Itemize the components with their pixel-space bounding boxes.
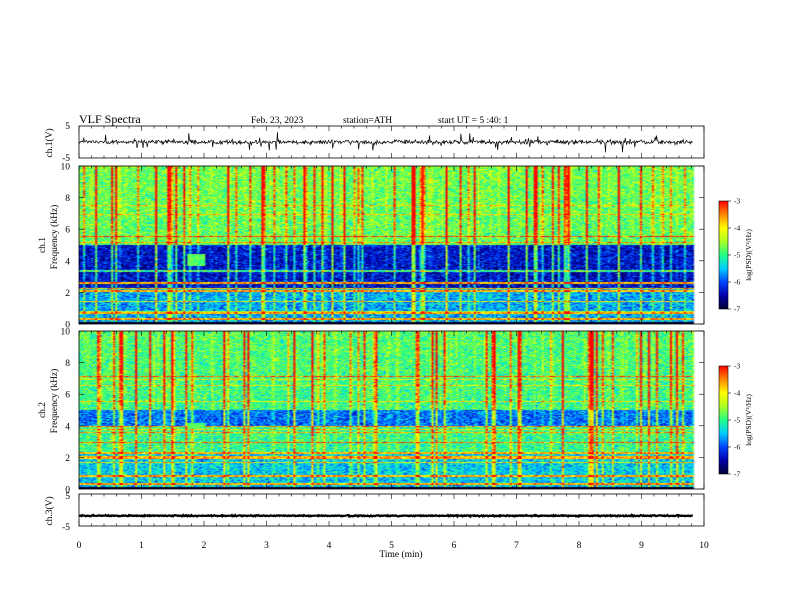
colorbar-tick-label: -5 — [734, 251, 740, 260]
y-tick-label: 4 — [65, 422, 70, 432]
x-tick-label: 7 — [514, 541, 519, 551]
x-tick-label: 1 — [139, 541, 144, 551]
y-tick-label: 4 — [65, 257, 70, 267]
ch3-waveform-panel: 5 -5 ch.3(V) — [44, 492, 705, 533]
y-tick-label: 0 — [65, 321, 70, 331]
ch1-ytick-bottom: -5 — [62, 154, 70, 164]
colorbar-tick-label: -4 — [734, 389, 740, 398]
ch3-ytick-top: 5 — [65, 492, 70, 502]
colorbar-tick-label: -7 — [734, 470, 740, 479]
ch2-spectrogram-xticks — [78, 331, 705, 489]
ch1-waveform-panel: 5 -5 ch.1(V) — [44, 122, 705, 164]
ch3-waveform-xticks — [78, 494, 705, 526]
ch2-colorbar-bar — [718, 365, 729, 475]
x-tick-label: 5 — [389, 541, 394, 551]
colorbar-tick-label: -6 — [734, 278, 740, 287]
ch1-colorbar-label: log(PSD)(V²/Hz) — [744, 229, 753, 281]
x-tick-label: 3 — [264, 541, 269, 551]
colorbar-tick-label: -3 — [734, 197, 740, 206]
ch1-waveform-trace — [78, 132, 693, 153]
y-tick-label: 6 — [65, 391, 70, 401]
start-time-label: start UT = 5 :40: 1 — [438, 116, 509, 126]
ch2-colorbar-ticks: -3 -4 -5 -6 -7 — [728, 362, 740, 479]
x-tick-label: 2 — [202, 541, 207, 551]
ch1-ytick-top: 5 — [65, 122, 70, 132]
ch1-spectrogram-panel: 0 2 4 6 8 10 ch.1 Frequency (kHz) — [38, 163, 705, 331]
ch2-colorbar-label: log(PSD)(V²/Hz) — [744, 394, 753, 446]
ch1-spectrogram-image — [79, 166, 704, 324]
ch1-frequency-label: Frequency (kHz) — [49, 205, 60, 270]
ch1-colorbar-ticks: -3 -4 -5 -6 -7 — [728, 197, 740, 314]
ch3-ytick-bottom: -5 — [62, 523, 70, 533]
ch2-frequency-label: Frequency (kHz) — [49, 369, 60, 434]
station-label: station=ATH — [343, 116, 392, 126]
colorbar-tick-label: -3 — [734, 362, 740, 371]
y-tick-label: 0 — [65, 486, 70, 496]
colorbar-tick-label: -4 — [734, 224, 740, 233]
ch1-colorbar: -3 -4 -5 -6 -7 log(PSD)(V²/Hz) — [718, 197, 753, 314]
ch1-spectrogram-yticks: 0 2 4 6 8 10 — [61, 163, 704, 331]
time-axis: 0 1 2 3 4 5 6 7 8 9 10 — [77, 541, 709, 551]
y-tick-label: 2 — [65, 454, 70, 464]
colorbar-tick-label: -6 — [734, 443, 740, 452]
x-tick-label: 10 — [699, 541, 709, 551]
ch3-ylabel: ch.3(V) — [44, 496, 55, 525]
x-tick-label: 9 — [639, 541, 644, 551]
ch3-waveform-trace — [78, 513, 694, 519]
y-tick-label: 6 — [65, 226, 70, 236]
y-tick-label: 8 — [65, 359, 70, 369]
ch2-colorbar: -3 -4 -5 -6 -7 log(PSD)(V²/Hz) — [718, 362, 753, 479]
ch2-spectrogram-panel: 0 2 4 6 8 10 ch.2 Frequency (kHz) — [38, 328, 705, 496]
time-axis-label: Time (min) — [379, 549, 422, 560]
ch2-spectrogram-channel-label: ch.2 — [38, 402, 48, 418]
colorbar-tick-label: -7 — [734, 305, 740, 314]
x-tick-label: 6 — [452, 541, 457, 551]
x-tick-label: 0 — [77, 541, 82, 551]
x-tick-label: 8 — [577, 541, 582, 551]
y-tick-label: 8 — [65, 194, 70, 204]
x-tick-label: 4 — [327, 541, 332, 551]
ch1-waveform-xticks — [78, 126, 705, 158]
ch1-ylabel: ch.1(V) — [44, 128, 55, 157]
y-tick-label: 10 — [61, 163, 71, 173]
ch1-colorbar-bar — [718, 200, 729, 310]
y-tick-label: 2 — [65, 289, 70, 299]
ch2-spectrogram-yticks: 0 2 4 6 8 10 — [61, 328, 704, 496]
colorbar-tick-label: -5 — [734, 416, 740, 425]
y-tick-label: 10 — [61, 328, 71, 338]
ch1-spectrogram-xticks — [78, 166, 705, 324]
date-label: Feb. 23, 2023 — [251, 116, 304, 126]
ch2-spectrogram-image — [79, 331, 704, 489]
figure-title: VLF Spectra — [79, 112, 141, 126]
ch3-waveform-frame — [78, 493, 705, 527]
ch1-spectrogram-channel-label: ch.1 — [38, 237, 48, 253]
